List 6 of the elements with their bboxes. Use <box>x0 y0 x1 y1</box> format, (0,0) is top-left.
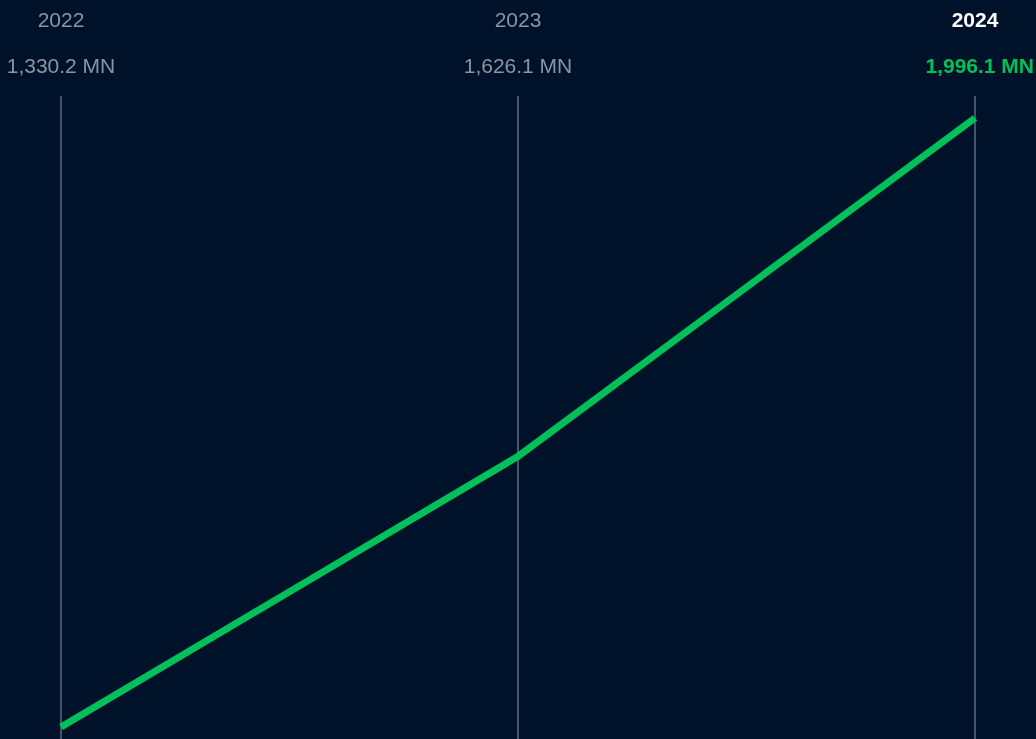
x-tick-label: 2023 <box>494 8 542 31</box>
data-label: 1,626.1 MN <box>463 54 573 77</box>
x-tick-label: 2022 <box>37 8 85 31</box>
data-label: 1,996.1 MN <box>925 54 1034 77</box>
x-tick-label: 2024 <box>951 8 999 31</box>
data-label: 1,330.2 MN <box>6 54 116 77</box>
